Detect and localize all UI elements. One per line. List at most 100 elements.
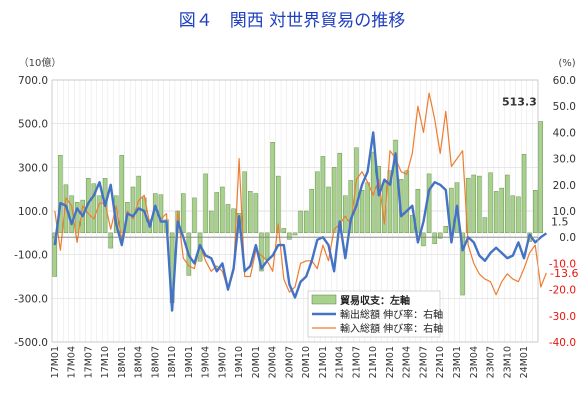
- trade-balance-bar: [337, 152, 342, 234]
- trade-balance-bar: [259, 232, 264, 272]
- trade-balance-bar: [276, 175, 281, 234]
- trade-balance-bar: [270, 142, 275, 234]
- trade-balance-bar: [493, 191, 499, 234]
- trade-balance-bar: [108, 232, 113, 249]
- trade-balance-bar: [471, 174, 476, 234]
- trade-balance-bar: [208, 210, 214, 234]
- trade-balance-bar: [516, 196, 521, 234]
- x-tick-label: 22M10: [435, 346, 446, 378]
- axes: -500.0 -300.0 -100.0 100.0 300.0 500.0 700.0 -4…: [14, 75, 576, 378]
- x-tick-label: 22M04: [402, 346, 413, 378]
- export-growth-line: [53, 131, 548, 312]
- left-axis-unit: （10億）: [19, 56, 62, 69]
- x-tick-label: 18M07: [150, 346, 161, 378]
- annotation-import-growth: -13.6: [550, 267, 578, 280]
- x-tick-label: 18M04: [134, 346, 145, 378]
- trade-balance-bar: [248, 191, 253, 234]
- x-tick-label: 21M04: [335, 346, 346, 378]
- trade-balance-bar: [432, 232, 437, 244]
- trade-balance-bar: [343, 195, 348, 234]
- trade-balance-bar: [387, 170, 393, 234]
- x-tick-label: 21M07: [351, 346, 362, 378]
- left-tick-label: 100.0: [18, 206, 48, 218]
- trade-balance-bar: [510, 195, 516, 234]
- right-tick-label: 20.0: [553, 180, 576, 192]
- trade-balance-bar: [287, 232, 292, 240]
- annotations: 513.3 1.5 -13.6: [502, 95, 578, 279]
- gridlines: [51, 79, 539, 343]
- x-tick-label: 19M01: [184, 346, 195, 378]
- trade-balance-bar: [52, 232, 58, 277]
- trade-balance-bar: [74, 202, 80, 234]
- left-tick-label: -500.0: [14, 337, 48, 349]
- chart-title: 図４ 関西 対世界貿易の推移: [179, 11, 405, 31]
- right-tick-label: 10.0: [553, 206, 576, 218]
- trade-balance-bar: [538, 121, 544, 234]
- right-tick-label: 0.0: [559, 232, 576, 244]
- trade-balance-bar: [505, 174, 510, 234]
- left-tick-label: 500.0: [18, 119, 48, 131]
- trade-balance-bar: [443, 226, 449, 234]
- x-tick-label: 19M07: [217, 346, 228, 378]
- trade-balance-bar: [331, 167, 337, 234]
- x-tick-label: 21M01: [318, 346, 329, 378]
- annotation-trade-balance: 513.3: [502, 95, 537, 108]
- x-tick-label: 17M07: [83, 346, 94, 378]
- x-tick-label: 18M01: [117, 346, 128, 378]
- trade-balance-bar: [499, 187, 504, 234]
- trade-balance-bar: [225, 204, 231, 234]
- trade-balance-bar: [242, 171, 247, 234]
- legend-swatch-trade-balance: [311, 294, 337, 305]
- trade-balance-bar: [460, 232, 465, 296]
- trade-balance-bar: [214, 192, 220, 234]
- x-tick-label: 23M04: [469, 346, 480, 378]
- trade-balance-bar: [326, 186, 331, 234]
- trade-balance-bar: [404, 170, 409, 234]
- trade-balance-bar: [158, 194, 164, 234]
- x-tick-label: 21M10: [368, 346, 379, 378]
- x-tick-label: 20M10: [301, 346, 312, 378]
- plot-frame: [51, 79, 539, 343]
- trade-balance-bar: [192, 197, 197, 234]
- trade-balance-bar: [421, 232, 426, 247]
- x-tick-label: 23M10: [502, 346, 513, 378]
- trade-balance-bar: [477, 175, 482, 234]
- trade-balance-bar: [532, 190, 538, 234]
- trade-balance-bar: [119, 155, 125, 234]
- trade-balance-bar: [97, 195, 102, 234]
- trade-balance-bar: [315, 171, 320, 234]
- trade-balance-bar: [309, 188, 314, 234]
- trade-balance-bar: [231, 208, 236, 234]
- x-tick-label: 23M01: [452, 346, 463, 378]
- trade-balance-bar: [130, 186, 136, 234]
- right-tick-label: -20.0: [549, 285, 576, 297]
- annotation-export-growth: 1.5: [551, 215, 569, 228]
- trade-balance-bar: [359, 190, 365, 234]
- trade-balance-bar: [220, 186, 225, 234]
- x-tick-label: 19M04: [201, 346, 212, 378]
- right-tick-label: 50.0: [553, 101, 576, 113]
- trade-balance-bar: [253, 193, 259, 234]
- trade-balance-bar: [438, 232, 443, 239]
- right-tick-label: 60.0: [553, 75, 576, 87]
- right-tick-label: 30.0: [553, 154, 576, 166]
- left-tick-label: -300.0: [14, 293, 48, 305]
- trade-balance-bar: [354, 147, 359, 234]
- left-tick-label: -100.0: [14, 250, 48, 262]
- trade-balance-bar: [365, 182, 370, 234]
- x-tick-label: 20M01: [251, 346, 262, 378]
- x-tick-label: 20M04: [268, 346, 279, 378]
- x-tick-label: 22M01: [385, 346, 396, 378]
- trade-balance-bar: [298, 210, 303, 234]
- trade-balance-bar: [482, 217, 488, 234]
- trade-balance-bar: [320, 156, 326, 234]
- right-tick-label: -40.0: [549, 337, 576, 349]
- x-tick-label: 23M07: [486, 346, 497, 378]
- trade-balance-bar: [370, 151, 376, 234]
- trade-balance-bar: [281, 228, 287, 234]
- x-tick-label: 17M04: [67, 346, 78, 378]
- x-tick-label: 19M10: [234, 346, 245, 378]
- x-tick-label: 20M07: [284, 346, 295, 378]
